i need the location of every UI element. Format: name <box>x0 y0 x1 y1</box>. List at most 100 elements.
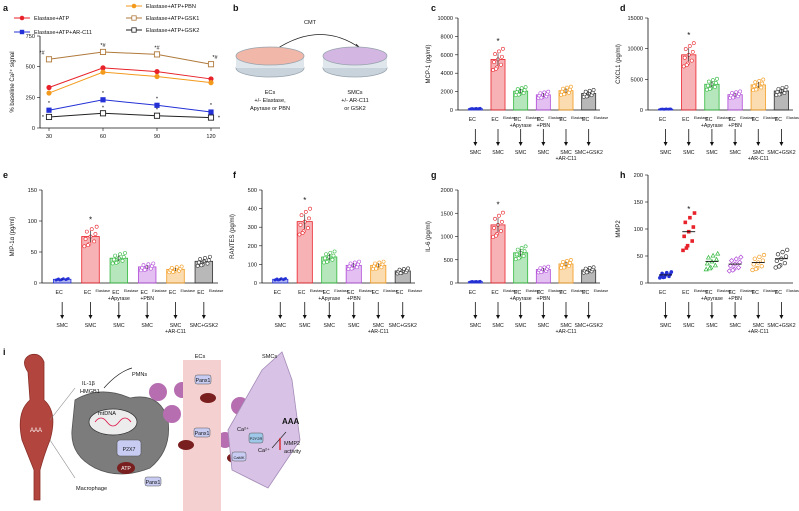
panx1-label: Panx1 <box>196 378 211 384</box>
data-point <box>660 271 664 276</box>
smc-group-label: +AR-C11 <box>368 329 389 335</box>
group-label: EC <box>582 117 589 123</box>
significance-asterisk: * <box>687 205 690 214</box>
replicate-point <box>113 253 118 258</box>
replicate-point <box>665 107 668 111</box>
group-label: EC <box>582 290 589 296</box>
replicate-point <box>500 219 504 224</box>
group-label-sup: Elastase <box>209 289 224 293</box>
replicate-point <box>546 264 551 269</box>
replicate-point <box>684 63 689 67</box>
replicate-point <box>497 213 501 218</box>
group-label: EC <box>659 290 666 296</box>
data-point <box>153 51 161 58</box>
group-label: EC <box>682 117 689 123</box>
smc-group-label: SMC+GSK2 <box>389 323 418 329</box>
group-treatment-label: +PBN <box>536 296 550 302</box>
replicate-point <box>284 277 287 280</box>
group-label: EC <box>141 290 148 296</box>
aorta-aneurysm-illustration <box>19 353 54 501</box>
replicate-point <box>324 252 328 257</box>
group-label-sup: Elastase <box>786 289 799 293</box>
data-point <box>46 84 52 91</box>
series-line-3 <box>48 51 212 65</box>
replicate-point <box>171 269 175 274</box>
group-label: EC <box>84 290 91 296</box>
smc-label: SMCs <box>347 90 362 96</box>
atp-molecule <box>117 462 135 474</box>
replicate-point <box>499 62 503 67</box>
replicate-point <box>373 261 377 266</box>
replicate-point <box>332 249 337 254</box>
panel-a-line-chart: 0 250 500 750 30 60 90 120 % baseline Ca²⁺ signa… <box>9 3 221 140</box>
replicate-point <box>307 216 311 221</box>
replicate-point <box>690 49 695 54</box>
replicate-point <box>86 243 90 247</box>
replicate-point <box>559 92 563 97</box>
flow-arrowhead <box>278 315 283 319</box>
y-axis-label: MIP-1α (pg/ml) <box>10 217 16 257</box>
replicate-point <box>562 92 566 97</box>
y-tick-label: 0 <box>640 108 643 114</box>
atp-molecule <box>178 440 194 450</box>
significance-mark: *# <box>154 45 160 51</box>
group-label: EC <box>169 290 176 296</box>
group-label: EC <box>514 290 521 296</box>
data-point <box>661 275 666 280</box>
smc-group-label: SMC <box>470 323 482 329</box>
group-label-sup: Elastase <box>503 289 518 293</box>
data-point <box>100 65 106 71</box>
replicate-point <box>303 210 308 214</box>
replicate-point <box>494 66 498 71</box>
flow-arrowhead <box>709 142 714 146</box>
calcium-label-2: Ca²⁺ <box>258 447 270 454</box>
replicate-point <box>493 52 497 56</box>
data-point <box>100 97 106 103</box>
replicate-point <box>406 266 410 271</box>
data-point <box>46 107 52 113</box>
group-label-sup: Elastase <box>571 289 586 293</box>
outcome-arrow <box>271 431 287 449</box>
y-axis-label: IL-6 (pg/ml) <box>426 221 432 252</box>
flow-arrowhead <box>173 315 178 319</box>
data-point <box>692 211 697 215</box>
replicate-point <box>562 265 566 270</box>
mitochondrion-icon <box>88 408 138 436</box>
x-tick-label: 120 <box>206 134 215 140</box>
significance-asterisk: * <box>89 216 92 225</box>
smc-group-label: SMC <box>660 150 672 156</box>
replicate-point <box>761 77 766 82</box>
x-tick-label: 90 <box>154 134 160 140</box>
significance-asterisk: * <box>303 196 306 205</box>
data-point <box>783 254 789 259</box>
y-axis-label: CXCL1 (pg/ml) <box>616 44 622 84</box>
group-label: EC <box>537 117 544 123</box>
group-label: EC <box>323 290 330 296</box>
replicate-point <box>682 55 687 60</box>
group-label: EC <box>469 290 476 296</box>
replicate-point <box>299 213 304 218</box>
smc-group-label: SMC <box>683 323 695 329</box>
replicate-point <box>330 257 335 262</box>
data-point <box>45 56 53 63</box>
replicate-point <box>198 257 203 261</box>
flow-arrowhead <box>756 315 761 319</box>
flow-arrowhead <box>496 142 500 146</box>
replicate-point <box>522 249 527 254</box>
smc-group-label: SMC <box>348 323 360 329</box>
replicate-point <box>689 58 694 63</box>
legend-entry: Elastase+ATP+GSK2 <box>146 28 199 34</box>
smcs-label: SMCs <box>262 354 277 360</box>
smc-group-label: +AR-C11 <box>748 156 769 162</box>
smc-group-label: SMC <box>515 150 527 156</box>
replicate-point <box>174 265 179 270</box>
replicate-point <box>523 244 528 249</box>
smc-group-label: SMC <box>752 323 764 329</box>
group-label-sup: Elastase <box>408 289 423 293</box>
replicate-point <box>730 91 734 95</box>
replicate-point <box>492 226 496 230</box>
calcium-label: Ca²⁺ <box>237 426 249 433</box>
significance-asterisk: * <box>496 200 499 209</box>
y-tick-label: 200 <box>634 173 643 179</box>
replicate-point <box>300 231 305 235</box>
